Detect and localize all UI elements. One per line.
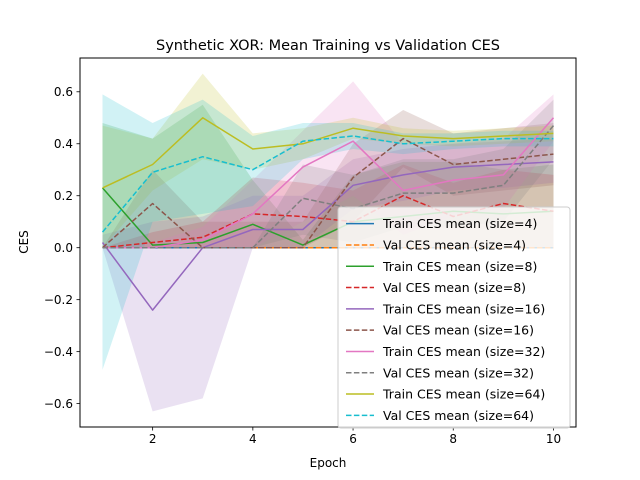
y-tick-label: −0.2 — [44, 293, 73, 307]
series-line-7 — [102, 125, 555, 249]
legend-label-9: Val CES mean (size=64) — [383, 408, 534, 423]
series-line-3 — [102, 194, 554, 249]
y-axis: −0.6 −0.4 −0.2 0.0 0.2 0.4 0.6 — [44, 85, 80, 411]
legend-label-1: Val CES mean (size=4) — [383, 237, 526, 252]
band-8 — [102, 73, 554, 248]
series-line-6 — [102, 117, 555, 249]
band-4 — [102, 138, 554, 412]
series-line-5 — [102, 137, 554, 249]
x-axis: 2 4 6 8 10 — [149, 427, 561, 446]
y-tick-label: 0.0 — [54, 241, 73, 255]
x-tick-label: 4 — [249, 432, 257, 446]
y-tick-label: 0.6 — [54, 85, 73, 99]
x-tick-label: 6 — [349, 432, 357, 446]
legend-label-5: Val CES mean (size=16) — [383, 323, 534, 338]
band-5 — [102, 110, 554, 248]
x-tick-label: 10 — [546, 432, 561, 446]
y-axis-label: CES — [17, 230, 31, 254]
series-line-9 — [101, 135, 554, 233]
y-tick-label: 0.4 — [54, 137, 73, 151]
legend-label-7: Val CES mean (size=32) — [383, 365, 534, 380]
x-tick-label: 2 — [149, 432, 157, 446]
y-tick-label: 0.2 — [54, 189, 73, 203]
y-tick-label: −0.6 — [44, 397, 73, 411]
band-9 — [102, 94, 554, 370]
band-6 — [102, 81, 554, 248]
y-tick-label: −0.4 — [44, 345, 73, 359]
legend-label-0: Train CES mean (size=4) — [382, 216, 537, 231]
legend-box — [337, 206, 571, 429]
legend-label-3: Val CES mean (size=8) — [383, 280, 526, 295]
x-tick-label: 8 — [449, 432, 457, 446]
series-line-8 — [102, 117, 554, 189]
legend-label-4: Train CES mean (size=16) — [382, 301, 545, 316]
chart-title: Synthetic XOR: Mean Training vs Validati… — [156, 38, 500, 54]
legend-label-6: Train CES mean (size=32) — [382, 344, 545, 359]
legend-label-2: Train CES mean (size=8) — [382, 259, 537, 274]
x-axis-label: Epoch — [310, 456, 347, 470]
plot-frame — [79, 57, 577, 428]
series-line-4 — [101, 161, 554, 311]
legend-label-8: Train CES mean (size=64) — [382, 387, 545, 402]
legend: Train CES mean (size=4) Val CES mean (siz… — [337, 206, 571, 429]
